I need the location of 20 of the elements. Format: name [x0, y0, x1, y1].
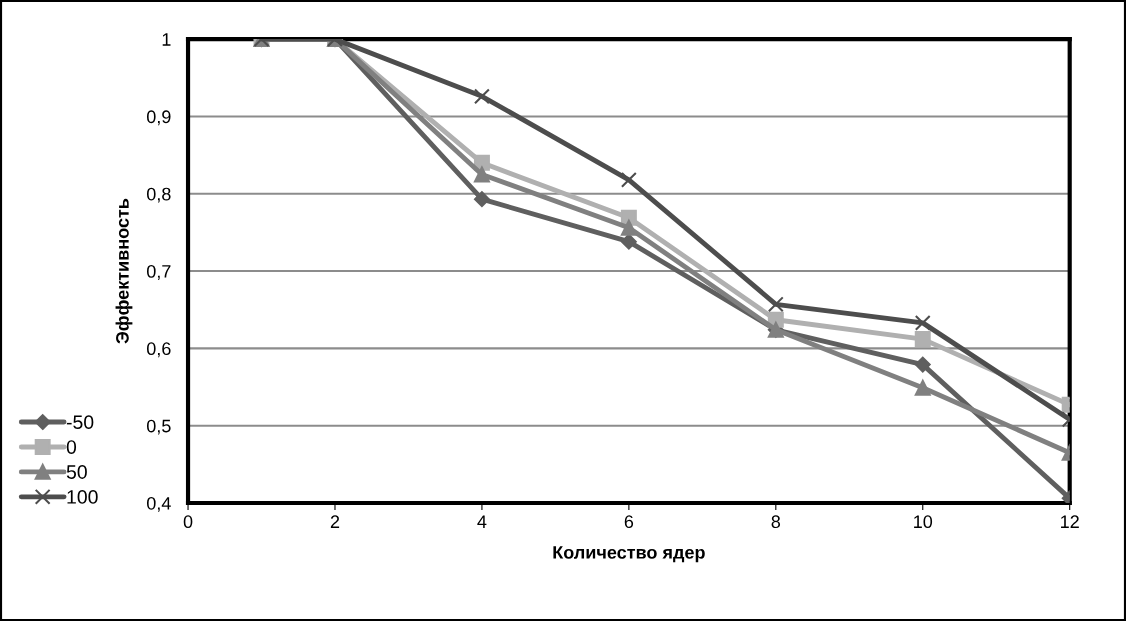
x-tick-label: 10	[914, 515, 933, 529]
y-axis-title: Эффективность	[115, 198, 133, 344]
x-tick-label: 12	[1061, 515, 1079, 528]
y-tick-label: 0,7	[146, 265, 171, 280]
y-tick-label: 0,5	[146, 419, 171, 435]
y-tick-label: 1	[162, 33, 171, 46]
x-tick-label: 2	[330, 515, 340, 528]
legend-label: 100	[67, 490, 98, 504]
x-tick-label: 8	[771, 515, 781, 529]
y-tick-label: 0,6	[146, 342, 171, 358]
y-tick-label: 0,8	[146, 187, 171, 203]
x-tick-label: 0	[183, 515, 193, 529]
legend-label: -50	[66, 415, 94, 430]
x-axis-title: Количество ядер	[553, 546, 705, 563]
legend-label: 0	[66, 440, 77, 454]
legend-label: 50	[66, 465, 87, 479]
x-tick-label: 4	[477, 515, 487, 528]
y-tick-label: 0,4	[146, 496, 171, 512]
x-tick-label: 6	[624, 515, 634, 529]
y-tick-label: 0,9	[146, 110, 171, 126]
